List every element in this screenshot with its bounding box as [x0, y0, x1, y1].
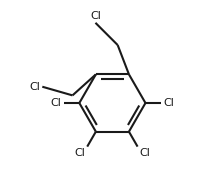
Text: Cl: Cl [74, 148, 85, 158]
Text: Cl: Cl [163, 98, 174, 108]
Text: Cl: Cl [30, 82, 40, 92]
Text: Cl: Cl [90, 11, 101, 21]
Text: Cl: Cl [51, 98, 62, 108]
Text: Cl: Cl [140, 148, 150, 158]
